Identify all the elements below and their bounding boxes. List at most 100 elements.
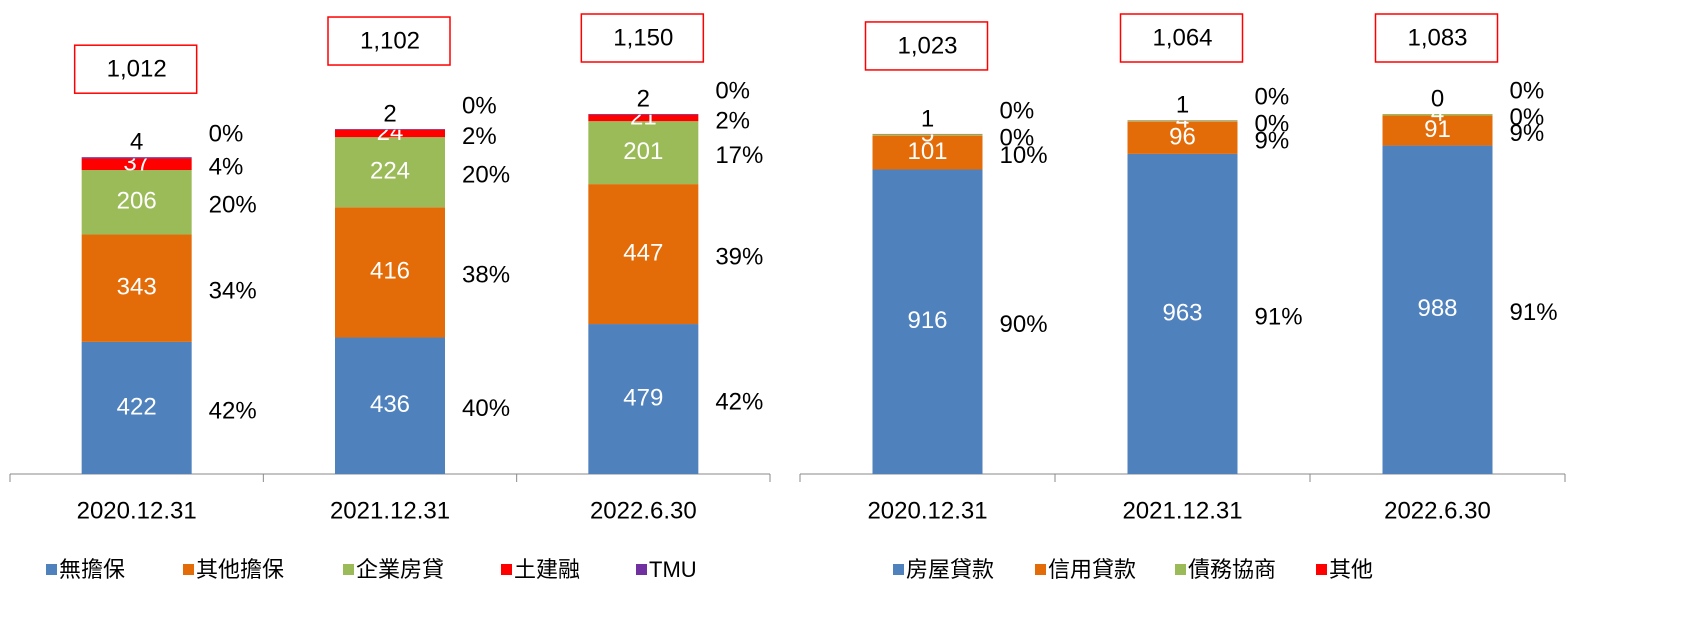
x-tick-label: 2022.6.30 xyxy=(590,497,697,524)
value-label: 2 xyxy=(637,85,650,112)
bar-segment xyxy=(335,129,445,138)
legend-swatch xyxy=(183,564,194,575)
share-label: 17% xyxy=(715,142,763,169)
total-box xyxy=(327,16,451,66)
share-label: 0% xyxy=(1255,111,1290,138)
share-label: 0% xyxy=(462,92,497,119)
value-label: 0 xyxy=(1431,85,1444,112)
share-label: 0% xyxy=(1510,104,1545,131)
legend-label: 其他擔保 xyxy=(196,557,284,582)
bar-segment xyxy=(335,337,445,474)
value-label: 96 xyxy=(1169,123,1196,150)
share-label: 4% xyxy=(209,154,244,181)
value-label: 4 xyxy=(130,129,143,156)
value-label: 4 xyxy=(1176,107,1189,134)
total-box xyxy=(1119,13,1244,63)
legend-label: 房屋貸款 xyxy=(906,557,994,582)
bar-segment xyxy=(872,135,983,170)
value-label: 101 xyxy=(907,138,947,165)
legend-label: 信用貸款 xyxy=(1048,557,1136,582)
value-label: 4 xyxy=(1431,100,1444,127)
share-label: 10% xyxy=(1000,142,1048,169)
total-label: 1,023 xyxy=(897,32,957,59)
legend-swatch xyxy=(46,564,57,575)
value-label: 479 xyxy=(623,384,663,411)
bar-segment xyxy=(1382,114,1493,116)
legend-label: 債務協商 xyxy=(1188,557,1276,582)
bar-segment xyxy=(81,158,192,171)
x-tick-label: 2022.6.30 xyxy=(1384,497,1491,524)
bar-segment xyxy=(335,207,445,338)
share-label: 2% xyxy=(715,107,750,134)
bar-segment xyxy=(1382,145,1493,474)
legend-label: 無擔保 xyxy=(59,557,125,582)
bar-segment xyxy=(1382,115,1493,146)
x-tick-label: 2021.12.31 xyxy=(1122,497,1242,524)
value-label: 1 xyxy=(921,105,934,132)
value-label: 201 xyxy=(623,138,663,165)
total-box xyxy=(73,44,198,94)
bar-segment xyxy=(588,114,699,115)
total-label: 1,012 xyxy=(107,56,167,83)
total-label: 1,064 xyxy=(1152,24,1212,51)
legend-label: 其他 xyxy=(1329,557,1373,582)
share-label: 0% xyxy=(1510,77,1545,104)
share-label: 91% xyxy=(1510,299,1558,326)
bar-segment xyxy=(335,129,445,130)
x-tick-label: 2020.12.31 xyxy=(867,497,987,524)
value-label: 2 xyxy=(383,100,396,127)
bar-segment xyxy=(81,170,192,235)
legend-swatch xyxy=(636,564,647,575)
value-label: 916 xyxy=(907,307,947,334)
x-tick-label: 2020.12.31 xyxy=(77,497,197,524)
value-label: 436 xyxy=(370,391,410,418)
bar-segment xyxy=(588,114,699,122)
value-label: 416 xyxy=(370,258,410,285)
total-box xyxy=(864,21,989,71)
value-label: 206 xyxy=(117,188,157,215)
share-label: 42% xyxy=(209,397,257,424)
legend-swatch xyxy=(893,564,904,575)
legend-label: 企業房貸 xyxy=(356,557,444,582)
share-label: 42% xyxy=(715,388,763,415)
bar-segment xyxy=(588,121,699,185)
share-label: 39% xyxy=(715,243,763,270)
legend-label: TMU xyxy=(649,557,697,582)
share-label: 0% xyxy=(1000,97,1035,124)
value-label: 21 xyxy=(630,103,657,130)
share-label: 9% xyxy=(1510,120,1545,147)
legend-swatch xyxy=(343,564,354,575)
bar-segment xyxy=(872,134,983,136)
bar-segment xyxy=(588,184,699,325)
value-label: 37 xyxy=(123,150,150,177)
bar-segment xyxy=(81,341,192,474)
legend-label: 土建融 xyxy=(514,557,580,582)
value-label: 963 xyxy=(1162,299,1202,326)
share-label: 91% xyxy=(1255,303,1303,330)
value-label: 343 xyxy=(117,274,157,301)
bar-segment xyxy=(1127,153,1238,474)
legend-swatch xyxy=(501,564,512,575)
share-label: 38% xyxy=(462,262,510,289)
bar-segment xyxy=(1127,120,1238,122)
value-label: 91 xyxy=(1424,116,1451,143)
value-label: 988 xyxy=(1417,295,1457,322)
share-label: 9% xyxy=(1255,127,1290,154)
value-label: 1 xyxy=(1176,92,1189,119)
share-label: 20% xyxy=(209,192,257,219)
share-label: 0% xyxy=(1255,84,1290,111)
total-label: 1,083 xyxy=(1407,24,1467,51)
share-label: 90% xyxy=(1000,311,1048,338)
legend-swatch xyxy=(1035,564,1046,575)
bar-segment xyxy=(81,157,192,159)
total-box xyxy=(580,13,705,63)
total-box xyxy=(1374,13,1499,63)
share-label: 34% xyxy=(209,278,257,305)
value-label: 447 xyxy=(623,239,663,266)
bar-segment xyxy=(81,234,192,342)
bar-segment xyxy=(1127,121,1238,154)
total-label: 1,102 xyxy=(360,27,420,54)
share-label: 2% xyxy=(462,123,497,150)
share-label: 0% xyxy=(209,121,244,148)
